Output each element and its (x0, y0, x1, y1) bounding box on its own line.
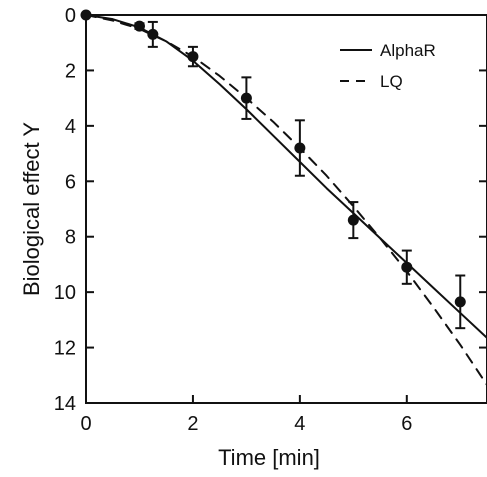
y-axis-label: Biological effect Y (19, 122, 44, 296)
data-point-5 (294, 142, 306, 154)
data-point-8 (454, 296, 466, 308)
data-point-4 (240, 92, 252, 104)
data-point-2 (147, 28, 159, 40)
series-layer (85, 14, 487, 386)
x-axis-label: Time [min] (218, 445, 320, 470)
plot-frame (85, 14, 487, 404)
plot-area (85, 14, 487, 404)
x-tick-label-2: 4 (294, 413, 305, 435)
data-point-6 (347, 214, 359, 226)
legend-label-alphar: AlphaR (380, 41, 436, 60)
data-point-1 (133, 20, 145, 32)
legend-label-lq: LQ (380, 72, 403, 91)
y-tick-label-1: 2 (65, 60, 76, 82)
y-tick-label-5: 10 (54, 282, 76, 304)
legend: AlphaR LQ (340, 41, 436, 91)
series-lq-line (85, 14, 487, 386)
data-point-7 (401, 261, 413, 273)
y-tick-label-6: 12 (54, 338, 76, 360)
ticks-layer: 0 2 4 6 0 2 4 6 8 10 12 14 (54, 5, 487, 435)
series-alphar-line (85, 14, 487, 339)
points-layer (80, 9, 466, 330)
x-tick-label-0: 0 (80, 413, 91, 435)
y-tick-label-3: 6 (65, 171, 76, 193)
x-tick-label-1: 2 (187, 413, 198, 435)
y-tick-label-0: 0 (65, 5, 76, 27)
y-tick-label-7: 14 (54, 393, 76, 415)
y-tick-label-2: 4 (65, 116, 76, 138)
y-tick-label-4: 8 (65, 227, 76, 249)
data-point-3 (187, 51, 199, 63)
x-tick-label-3: 6 (401, 413, 412, 435)
